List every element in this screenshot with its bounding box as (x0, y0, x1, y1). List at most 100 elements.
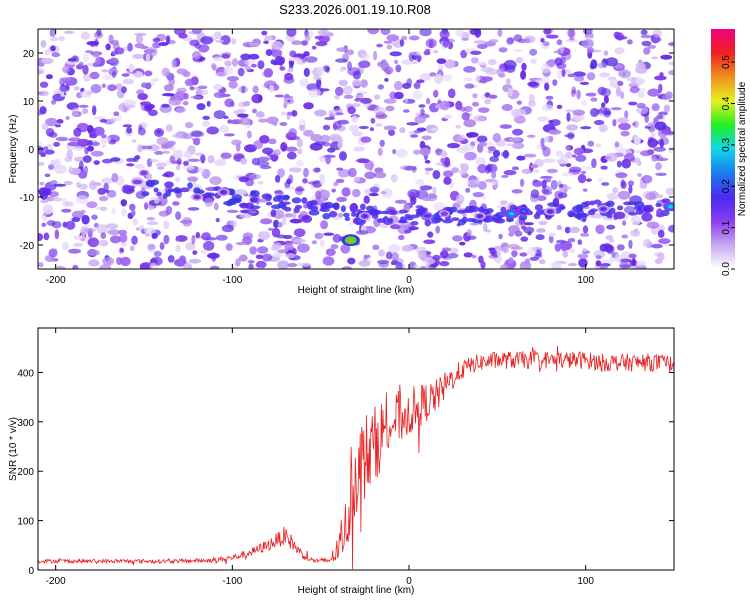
heatmap-cell (62, 241, 69, 251)
heatmap-cell (478, 255, 484, 264)
heatmap-cell (242, 232, 254, 240)
heatmap-cell (199, 89, 209, 96)
heatmap-ridge-cell (360, 203, 366, 211)
heatmap-cell (368, 193, 379, 197)
heatmap-cell (443, 156, 451, 167)
heatmap-cell (45, 128, 55, 137)
spectrogram-y-tick-label: 0 (28, 145, 34, 156)
heatmap-cell (443, 176, 452, 185)
heatmap-cell (126, 163, 135, 167)
heatmap-cell (651, 243, 663, 249)
heatmap-cell (470, 57, 479, 64)
heatmap-cell (655, 162, 662, 171)
heatmap-cell (111, 207, 116, 216)
heatmap-cell (286, 151, 297, 160)
heatmap-cell (165, 124, 173, 132)
heatmap-cell (542, 189, 550, 194)
heatmap-ridge-cell (628, 212, 638, 216)
heatmap-ridge-cell (164, 181, 174, 188)
heatmap-cell (41, 222, 47, 227)
heatmap-cell (567, 238, 576, 243)
heatmap-cell (109, 235, 121, 244)
heatmap-cell (352, 188, 361, 198)
heatmap-cell (442, 38, 450, 48)
heatmap-cell (184, 122, 194, 129)
heatmap-cell (655, 157, 669, 162)
heatmap-cell (356, 230, 369, 235)
heatmap-cell (64, 201, 74, 207)
heatmap-cell (291, 212, 297, 219)
heatmap-cell (51, 52, 61, 58)
heatmap-cell (530, 163, 539, 169)
spectrogram-x-tick-label: -200 (46, 275, 66, 286)
heatmap-cell (305, 56, 318, 63)
heatmap-cell (78, 104, 89, 108)
heatmap-ridge-cell (265, 201, 273, 206)
heatmap-cell (383, 98, 397, 104)
heatmap-cell (423, 50, 431, 56)
heatmap-cell (358, 125, 369, 130)
heatmap-ridge-cell (141, 191, 150, 197)
heatmap-cell (116, 257, 123, 265)
heatmap-cell (223, 66, 234, 75)
heatmap-cell (564, 151, 573, 159)
heatmap-cell (284, 242, 294, 252)
heatmap-cell (343, 85, 353, 95)
heatmap-ridge-cell (187, 182, 193, 189)
heatmap-cell (323, 232, 335, 236)
heatmap-cell (339, 68, 346, 72)
heatmap-cell (614, 63, 624, 69)
heatmap-ridge-cell (451, 217, 460, 222)
heatmap-cell (458, 169, 467, 176)
heatmap-cell (660, 54, 673, 60)
heatmap-cell (466, 229, 472, 237)
heatmap-cell (376, 43, 383, 48)
heatmap-cell (508, 243, 520, 249)
heatmap-cell (72, 146, 85, 152)
heatmap-feature (668, 205, 673, 209)
heatmap-cell (154, 150, 164, 155)
heatmap-cell (520, 236, 529, 242)
heatmap-cell (415, 178, 425, 186)
heatmap-cell (334, 108, 343, 113)
heatmap-cell (248, 210, 256, 214)
heatmap-cell (635, 150, 641, 154)
heatmap-cell (505, 143, 519, 147)
heatmap-cell (536, 116, 549, 122)
heatmap-cell (48, 248, 58, 258)
heatmap-ridge-cell (456, 209, 466, 214)
heatmap-cell (376, 259, 390, 265)
heatmap-cell (409, 35, 420, 41)
snr-y-label: SNR (10 * v/v) (8, 417, 19, 481)
heatmap-cell (86, 41, 100, 46)
heatmap-cell (615, 86, 622, 97)
heatmap-cell (257, 181, 264, 185)
heatmap-cell (114, 47, 125, 55)
heatmap-cell (385, 251, 393, 260)
heatmap-cell (432, 254, 441, 261)
heatmap-cell (647, 44, 657, 49)
heatmap-cell (527, 246, 537, 256)
heatmap-cell (101, 177, 114, 184)
heatmap-cell (399, 39, 404, 47)
heatmap-cell (540, 137, 545, 147)
heatmap-cell (514, 230, 523, 237)
heatmap-cell (162, 93, 175, 97)
heatmap-cell (541, 179, 547, 189)
heatmap-ridge-cell (340, 205, 346, 213)
heatmap-cell (479, 78, 488, 84)
heatmap-cell (628, 101, 638, 106)
heatmap-cell (593, 119, 605, 126)
heatmap-cell (187, 207, 200, 211)
heatmap-cell (68, 137, 81, 142)
heatmap-cell (441, 74, 453, 82)
heatmap-cell (507, 87, 513, 97)
heatmap-cell (165, 205, 173, 215)
heatmap-cell (600, 88, 612, 97)
heatmap-cell (601, 102, 606, 108)
heatmap-ridge-cell (238, 203, 248, 207)
heatmap-cell (432, 186, 437, 194)
heatmap-ridge-cell (547, 202, 558, 207)
heatmap-cell (401, 35, 408, 41)
